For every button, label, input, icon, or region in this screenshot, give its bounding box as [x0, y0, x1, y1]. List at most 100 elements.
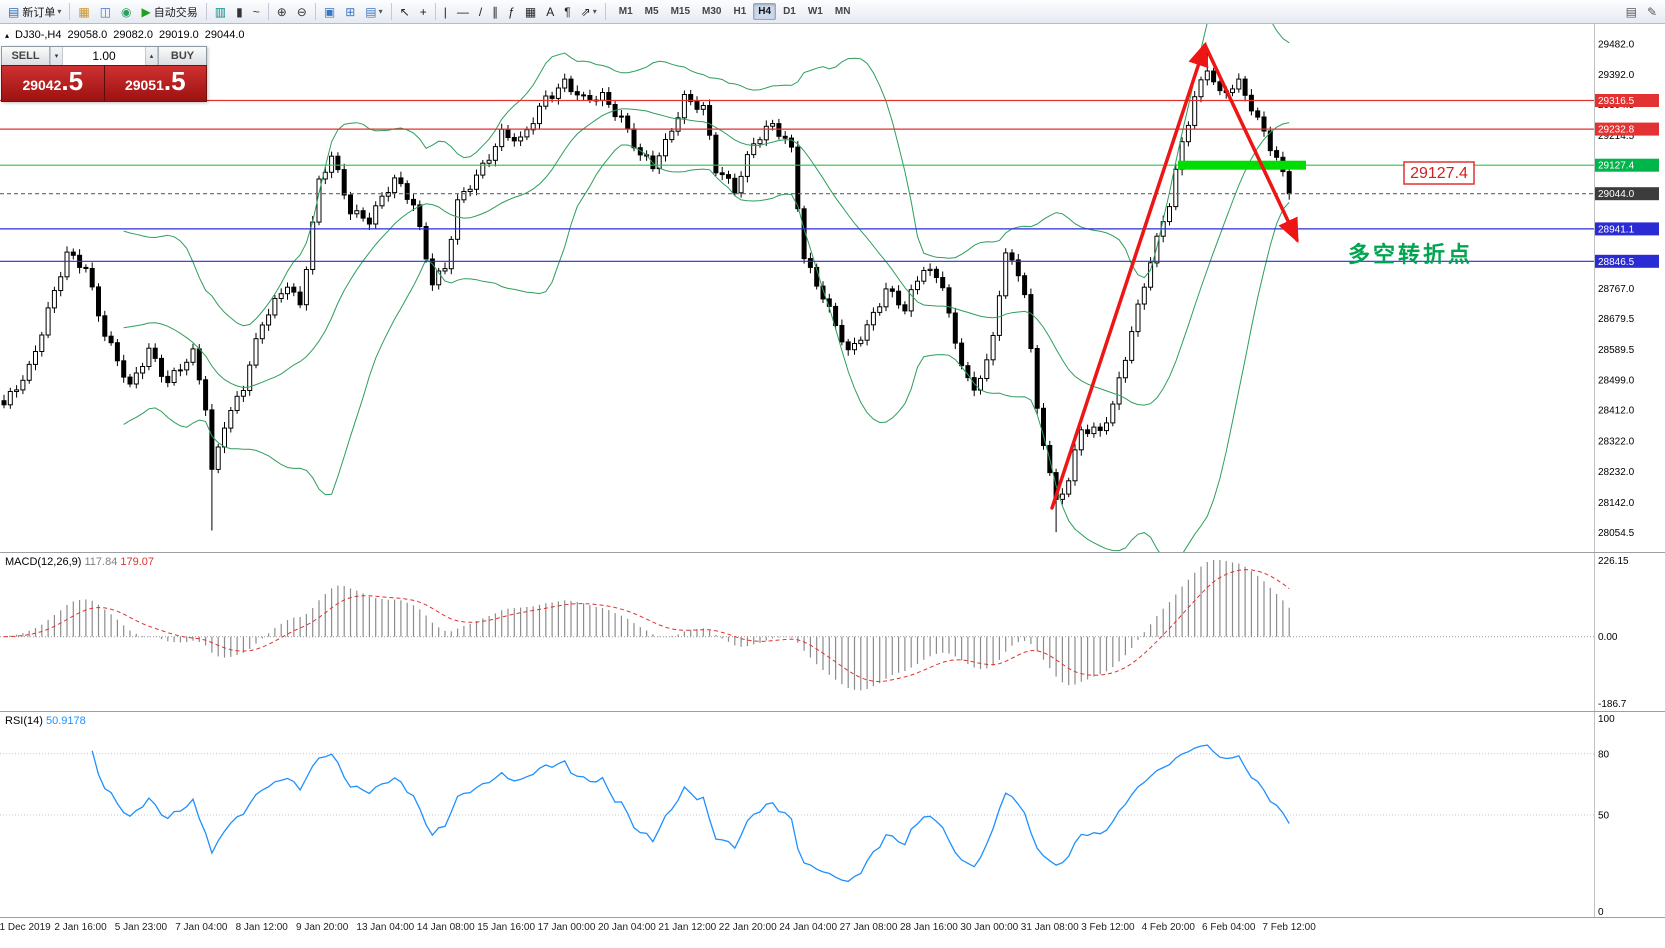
zoom-out-button[interactable]: ⊖: [292, 2, 312, 22]
timeframe-h4-button[interactable]: H4: [753, 3, 777, 20]
text-icon: A: [546, 4, 555, 19]
time-tick-label: 17 Jan 00:00: [538, 922, 596, 933]
toolbar-separator: [604, 3, 606, 20]
fibonacci-icon: ƒ: [508, 4, 515, 19]
ohlc-low: 29019.0: [159, 29, 199, 41]
price-line-label-box: [1595, 158, 1659, 172]
equidistant-channel-icon: ∥: [492, 4, 499, 19]
timeframe-mn-button[interactable]: MN: [834, 6, 851, 17]
data-window-button[interactable]: ◉: [116, 2, 136, 22]
new-order-icon: ▤: [8, 4, 20, 19]
horizontal-line-button[interactable]: —: [452, 2, 474, 22]
buy-price-display[interactable]: 29051 .5: [104, 66, 206, 101]
timeframe-m15-button[interactable]: M15: [670, 6, 691, 17]
shapes-button[interactable]: ▦: [520, 2, 541, 22]
price-line-label-box: [1595, 187, 1659, 201]
autotrading-label: 自动交易: [153, 6, 198, 19]
trendline-button[interactable]: /: [474, 2, 487, 22]
time-tick-label: 7 Feb 12:00: [1262, 922, 1316, 933]
candlestick-chart-button[interactable]: ▮: [231, 2, 248, 22]
sell-price-fraction: .5: [61, 66, 84, 96]
price-line-label: 28846.5: [1598, 257, 1635, 268]
time-tick-label: 27 Jan 08:00: [840, 922, 898, 933]
volume-increase-button[interactable]: ▴: [145, 47, 158, 65]
price-tick-label: 28232.0: [1598, 467, 1635, 478]
trend-arrow[interactable]: [1050, 41, 1299, 510]
note-text[interactable]: 多空转折点: [1348, 242, 1473, 267]
trendline-icon: /: [478, 4, 483, 19]
macd-pane: MACD(12,26,9) 117.84 179.07 226.15 0.00 -18…: [0, 556, 1629, 710]
timeframe-m30-button[interactable]: M30: [702, 6, 722, 17]
chart-shift-button[interactable]: ⊞: [340, 2, 360, 22]
price-label-flag[interactable]: 29127.4: [1403, 161, 1475, 185]
zoom-in-button[interactable]: ⊕: [272, 2, 292, 22]
macd-label: MACD(12,26,9) 117.84 179.07: [5, 556, 154, 568]
ohlc-close: 29044.0: [204, 29, 245, 41]
new-order-button[interactable]: ▤ 新订单 ▾: [3, 2, 66, 22]
volume-decrease-button[interactable]: ▾: [50, 47, 63, 65]
time-tick-label: 13 Jan 04:00: [356, 922, 414, 933]
auto-scroll-button[interactable]: ▣: [319, 2, 340, 22]
volume-input[interactable]: 1.00: [63, 47, 145, 65]
crosshair-button[interactable]: +: [415, 2, 432, 22]
sell-button[interactable]: SELL: [2, 47, 50, 65]
vertical-line-button[interactable]: |: [439, 2, 452, 22]
charts-profile-button[interactable]: ▦: [73, 2, 94, 22]
line-chart-button[interactable]: ~: [248, 2, 265, 22]
text-button[interactable]: A: [541, 2, 559, 22]
one-click-trading-panel: SELL ▾ 1.00 ▴ BUY 29042 .5 29051 .5: [1, 46, 207, 102]
rsi-scale-label: 80: [1598, 749, 1610, 760]
price-line-label: 29127.4: [1598, 161, 1635, 172]
support-zone-rectangle[interactable]: [1178, 160, 1306, 170]
timeframe-h1-button[interactable]: H1: [733, 6, 747, 17]
time-tick-label: 15 Jan 16:00: [477, 922, 535, 933]
collapse-icon[interactable]: ▴: [5, 30, 10, 40]
time-tick-label: 5 Jan 23:00: [115, 922, 168, 933]
text-label-button[interactable]: ¶: [559, 2, 575, 22]
ohlc-open: 29058.0: [67, 29, 108, 41]
sell-price-main: 29042: [22, 77, 62, 93]
timeframe-m1-button[interactable]: M1: [618, 6, 633, 17]
time-tick-label: 14 Jan 08:00: [417, 922, 475, 933]
price-line-label-box: [1595, 222, 1659, 236]
macd-scale-label: 226.15: [1598, 556, 1629, 567]
time-tick-label: 9 Jan 20:00: [296, 922, 349, 933]
bar-chart-icon: ▥: [214, 4, 227, 19]
time-tick-label: 20 Jan 04:00: [598, 922, 656, 933]
caret-down-icon: ▾: [378, 7, 383, 16]
price-tick-label: 29392.0: [1598, 70, 1635, 81]
buy-button[interactable]: BUY: [158, 47, 206, 65]
timeframe-bar: M1 M5 M15 M30 H1 H4 D1 W1 MN: [613, 3, 857, 20]
candlestick-chart-icon: ▮: [236, 4, 243, 19]
bar-chart-button[interactable]: ▥: [210, 2, 231, 22]
price-tick-label: 28589.5: [1598, 345, 1635, 356]
price-tick-label: 28054.5: [1598, 528, 1635, 539]
buy-price-main: 29051: [124, 77, 164, 93]
line-chart-icon: ~: [252, 4, 260, 19]
timeframe-m5-button[interactable]: M5: [644, 6, 659, 17]
sell-price-display[interactable]: 29042 .5: [2, 66, 104, 101]
time-tick-label: 8 Jan 12:00: [236, 922, 289, 933]
toolbar-separator: [69, 3, 71, 20]
time-tick-label: 28 Jan 16:00: [900, 922, 958, 933]
timeframe-d1-button[interactable]: D1: [783, 6, 796, 17]
fibonacci-button[interactable]: ƒ: [503, 2, 520, 22]
time-tick-label: 2 Jan 16:00: [54, 922, 107, 933]
chart-canvas[interactable]: 29127.4 多空转折点 29482.029392.029304.529214.5…: [0, 24, 1665, 948]
edit-button[interactable]: ✎: [1642, 2, 1662, 22]
macd-scale-label: 0.00: [1598, 632, 1618, 643]
market-watch-button[interactable]: ◫: [95, 2, 116, 22]
new-chart-button[interactable]: ▤ ▾: [360, 2, 387, 22]
chart-window-button[interactable]: ▤: [1621, 2, 1642, 22]
cursor-button[interactable]: ↖: [395, 2, 415, 22]
price-axis[interactable]: 29482.029392.029304.529214.528767.028679…: [1594, 24, 1660, 917]
time-tick-label: 7 Jan 04:00: [175, 922, 228, 933]
price-tick-label: 28767.0: [1598, 284, 1635, 295]
arrows-button[interactable]: ⇗ ▾: [576, 2, 602, 22]
autotrading-button[interactable]: ▶ 自动交易: [137, 2, 203, 22]
equidistant-channel-button[interactable]: ∥: [487, 2, 503, 22]
rsi-label: RSI(14) 50.9178: [5, 715, 86, 727]
timeframe-w1-button[interactable]: W1: [807, 6, 823, 17]
chart-window-icon: ▤: [1625, 4, 1637, 19]
